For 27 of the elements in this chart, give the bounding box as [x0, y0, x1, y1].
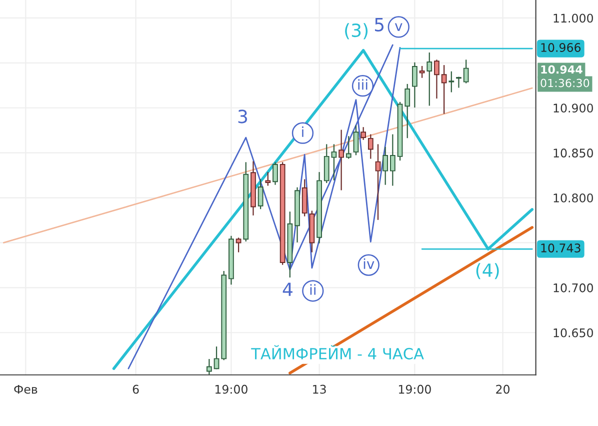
x-tick-label: 13 [313, 384, 326, 394]
x-tick-label: 19:00 [398, 384, 431, 394]
annotation: (3) [345, 23, 368, 40]
y-tick-label: 10.800 [554, 194, 593, 202]
annotation: v [394, 23, 402, 31]
annotation: iii [358, 79, 368, 90]
annotation: i [302, 126, 304, 137]
text: 10.743 [541, 244, 580, 252]
text: 01:36:30 [540, 78, 590, 88]
annotation: (4) [476, 263, 499, 280]
annotation: ТАЙМФРЕЙМ - 4 ЧАСА [251, 345, 424, 360]
y-tick-label: 10.900 [554, 104, 593, 113]
x-tick-label: 20 [496, 384, 510, 394]
text: 10.944 [541, 65, 582, 74]
y-tick-label: 10.700 [554, 283, 593, 292]
annotation: ii [310, 284, 316, 295]
annotation: 3 [238, 110, 248, 124]
y-tick-label: 10.650 [554, 328, 593, 338]
annotation: 5 [375, 18, 384, 32]
y-tick-label: 11.000 [554, 14, 593, 23]
text: 10.966 [541, 43, 581, 52]
x-tick-label: 19:00 [215, 384, 248, 394]
annotation: iv [364, 258, 374, 269]
annotation: 4 [282, 282, 292, 296]
x-tick-label: 6 [132, 384, 139, 394]
x-tick-label: Фев [14, 384, 38, 394]
y-tick-label: 10.850 [554, 148, 593, 158]
